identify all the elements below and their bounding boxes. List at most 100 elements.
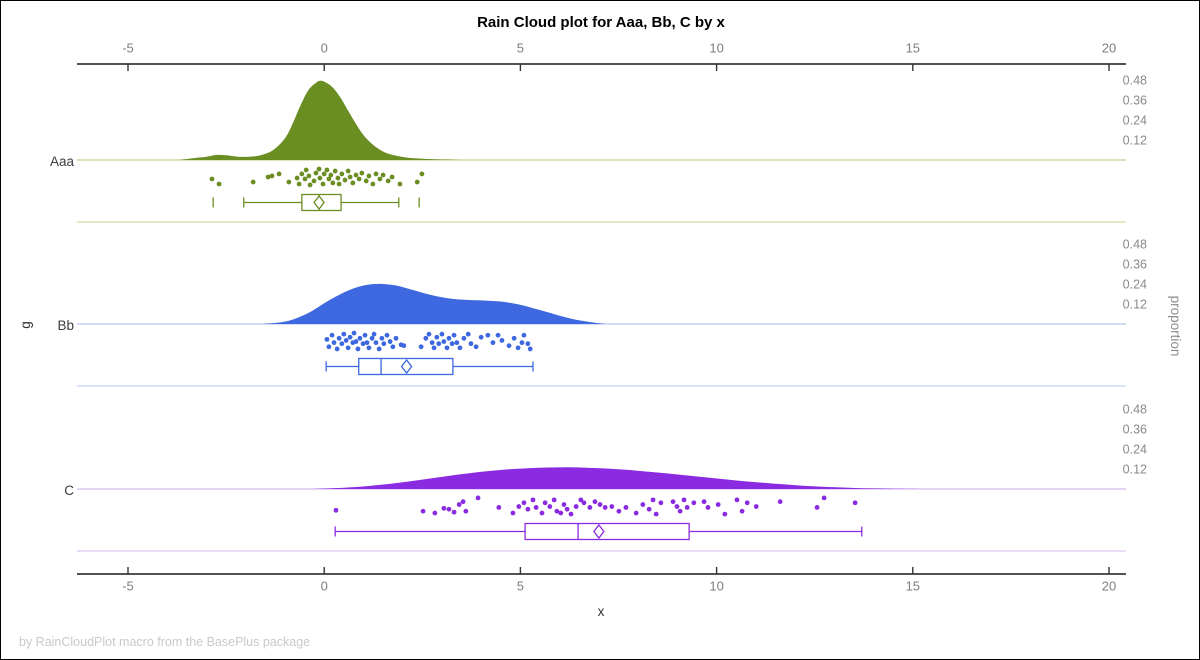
- rain-point-bb: [441, 339, 447, 344]
- density-cloud-c: [312, 467, 921, 489]
- rain-point-bb: [429, 340, 435, 346]
- proportion-tick-label-aaa: 0.24: [1123, 113, 1147, 127]
- rain-point-c: [646, 506, 652, 512]
- proportion-tick-label-aaa: 0.36: [1123, 93, 1147, 107]
- rain-point-c: [734, 497, 740, 503]
- rain-point-c: [777, 499, 783, 505]
- rain-point-c: [681, 497, 687, 503]
- proportion-tick-label-bb: 0.36: [1123, 257, 1147, 271]
- rain-point-aaa: [363, 178, 369, 184]
- rain-point-aaa: [269, 173, 275, 179]
- rain-point-aaa: [335, 175, 341, 181]
- rain-point-aaa: [345, 168, 351, 174]
- x-axis-label: x: [598, 604, 605, 619]
- rain-point-aaa: [380, 172, 386, 178]
- group-label-bb: Bb: [57, 318, 74, 333]
- rain-point-bb: [369, 335, 375, 341]
- rain-point-bb: [366, 345, 372, 351]
- rain-point-c: [551, 497, 557, 503]
- rain-point-bb: [446, 335, 452, 341]
- rain-point-aaa: [216, 181, 222, 187]
- rain-point-c: [446, 506, 452, 512]
- rain-point-bb: [465, 331, 471, 337]
- proportion-tick-label-aaa: 0.12: [1123, 133, 1147, 147]
- group-label-aaa: Aaa: [50, 154, 75, 169]
- rain-point-c: [463, 508, 469, 514]
- x-axis-tick-label-top: 0: [321, 41, 328, 56]
- rain-point-aaa: [339, 171, 345, 177]
- rain-point-aaa: [342, 177, 348, 183]
- rain-point-c: [581, 500, 587, 506]
- rain-point-aaa: [370, 181, 376, 187]
- proportion-tick-label-bb: 0.24: [1123, 277, 1147, 291]
- rain-point-c: [821, 495, 827, 501]
- proportion-tick-label-bb: 0.12: [1123, 297, 1147, 311]
- rain-point-aaa: [320, 181, 326, 187]
- rain-point-c: [722, 511, 728, 517]
- rain-point-c: [597, 502, 603, 507]
- density-cloud-bb: [261, 283, 607, 324]
- rain-point-bb: [376, 346, 382, 352]
- rain-point-aaa: [294, 175, 300, 181]
- rain-point-c: [609, 504, 615, 509]
- rain-point-bb: [468, 341, 474, 347]
- rain-point-c: [516, 504, 522, 509]
- rain-point-c: [561, 502, 567, 507]
- rain-point-aaa: [311, 178, 317, 184]
- mean-diamond-aaa: [313, 194, 325, 211]
- rain-point-bb: [454, 340, 460, 346]
- rain-point-aaa: [326, 176, 332, 182]
- rain-point-bb: [326, 344, 332, 350]
- rain-point-aaa: [330, 180, 336, 186]
- rain-point-c: [640, 502, 646, 507]
- rain-point-c: [460, 499, 466, 505]
- rain-point-c: [691, 500, 697, 506]
- rain-point-bb: [384, 332, 390, 338]
- rain-point-aaa: [419, 171, 425, 177]
- rain-point-c: [715, 502, 721, 507]
- rain-point-bb: [364, 340, 370, 346]
- rain-point-c: [684, 505, 690, 510]
- rain-point-c: [670, 499, 676, 505]
- rain-point-c: [510, 510, 516, 516]
- x-axis-tick-label-top: 20: [1102, 41, 1116, 56]
- rain-point-aaa: [302, 176, 308, 182]
- rain-point-c: [496, 505, 502, 510]
- chart-title: Rain Cloud plot for Aaa, Bb, C by x: [477, 14, 725, 31]
- proportion-tick-label-bb: 0.48: [1123, 237, 1147, 251]
- rain-point-bb: [499, 338, 505, 343]
- mean-diamond-c: [593, 523, 605, 540]
- rain-point-aaa: [250, 179, 256, 185]
- rain-point-bb: [527, 346, 533, 352]
- rain-point-bb: [331, 340, 337, 346]
- rain-point-bb: [379, 335, 385, 341]
- rain-point-bb: [449, 341, 455, 347]
- rain-point-c: [525, 506, 531, 512]
- rain-point-c: [420, 508, 426, 514]
- rain-point-aaa: [359, 170, 365, 176]
- rain-point-bb: [341, 331, 347, 337]
- rain-point-bb: [351, 330, 357, 336]
- rain-point-aaa: [377, 176, 383, 182]
- rain-point-c: [701, 499, 707, 505]
- rain-point-bb: [511, 335, 517, 341]
- rain-point-bb: [418, 344, 424, 350]
- rain-point-bb: [334, 346, 340, 352]
- rain-point-aaa: [303, 167, 309, 173]
- rain-point-c: [587, 505, 593, 510]
- rain-point-c: [677, 508, 683, 514]
- rain-point-aaa: [307, 182, 313, 188]
- rain-point-c: [744, 500, 750, 506]
- rain-point-bb: [401, 343, 407, 349]
- rain-point-bb: [381, 341, 387, 347]
- rain-point-bb: [347, 334, 353, 340]
- rain-point-aaa: [414, 179, 420, 185]
- x-axis-tick-label-bottom: 15: [906, 579, 920, 594]
- rain-point-aaa: [373, 171, 379, 177]
- rain-point-c: [456, 502, 462, 507]
- rain-point-c: [705, 505, 711, 510]
- rain-point-bb: [360, 341, 366, 347]
- proportion-tick-label-c: 0.36: [1123, 422, 1147, 436]
- rain-point-aaa: [328, 172, 334, 178]
